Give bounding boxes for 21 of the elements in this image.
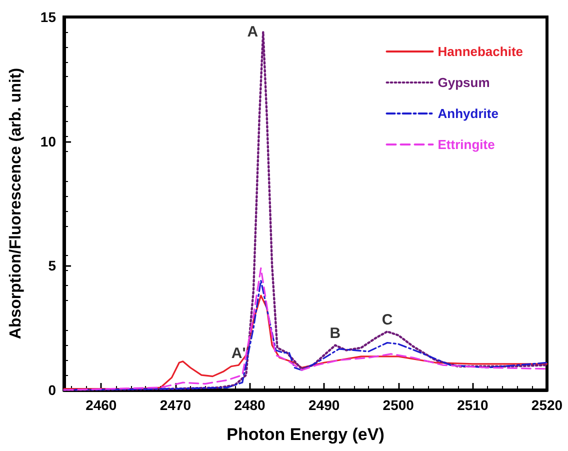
annotation: A' <box>231 345 246 362</box>
x-tick-label: 2490 <box>308 397 340 413</box>
legend-label: Gypsum <box>438 75 490 90</box>
annotation: C <box>382 312 393 329</box>
annotation: B <box>330 325 341 342</box>
x-tick-label: 2520 <box>531 397 563 413</box>
x-tick-label: 2510 <box>457 397 488 413</box>
x-tick-label: 2470 <box>160 397 192 413</box>
y-tick-label: 0 <box>48 382 56 398</box>
y-tick-label: 15 <box>40 9 56 25</box>
y-tick-label: 10 <box>40 133 56 150</box>
x-tick-label: 2500 <box>382 397 414 413</box>
x-tick-label: 2460 <box>86 397 117 413</box>
legend-label: Anhydrite <box>438 106 498 121</box>
y-axis-title: Absorption/Fluorescence (arb. unit) <box>8 68 24 340</box>
y-tick-label: 5 <box>48 258 56 274</box>
x-axis-title: Photon Energy (eV) <box>226 425 384 444</box>
annotation: A <box>247 23 258 40</box>
legend-label: Ettringite <box>438 137 495 152</box>
x-tick-label: 2480 <box>234 397 266 413</box>
legend-label: Hannebachite <box>438 44 524 59</box>
